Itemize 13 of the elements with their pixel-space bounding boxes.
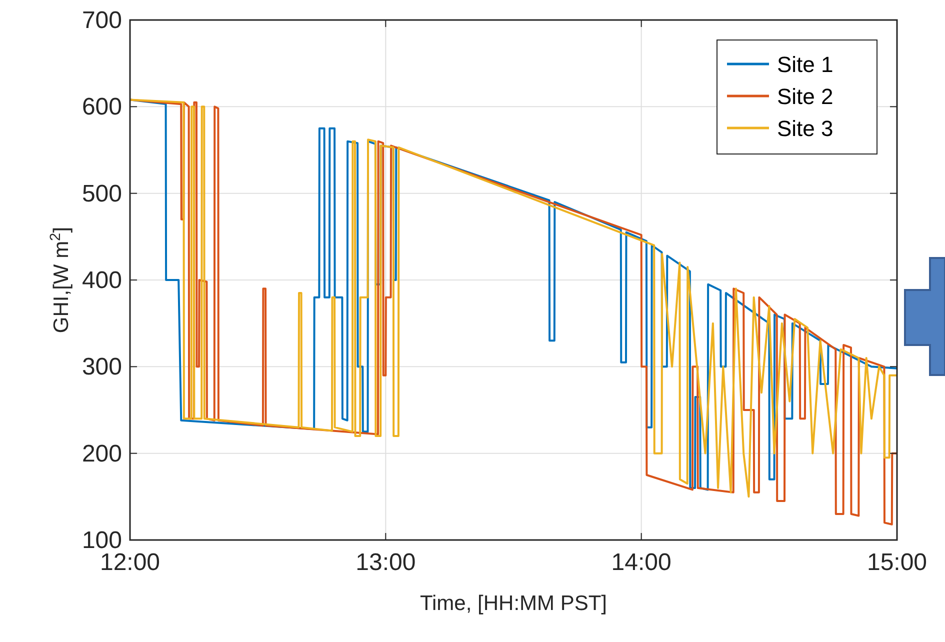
legend-label: Site 3 [777,116,834,141]
x-tick-label: 14:00 [611,549,672,576]
x-tick-label: 13:00 [356,549,416,576]
y-tick-label: 700 [82,7,122,34]
y-tick-label: 200 [82,440,122,468]
legend-label: Site 1 [777,52,834,77]
y-tick-label: 300 [82,354,122,381]
y-tick-label: 400 [82,267,122,294]
legend-label: Site 2 [777,84,834,109]
x-tick-label: 15:00 [866,549,928,576]
x-axis-title: Time, [HH:MM PST] [420,592,608,615]
y-tick-label: 600 [82,94,122,121]
y-tick-label: 500 [82,180,122,208]
